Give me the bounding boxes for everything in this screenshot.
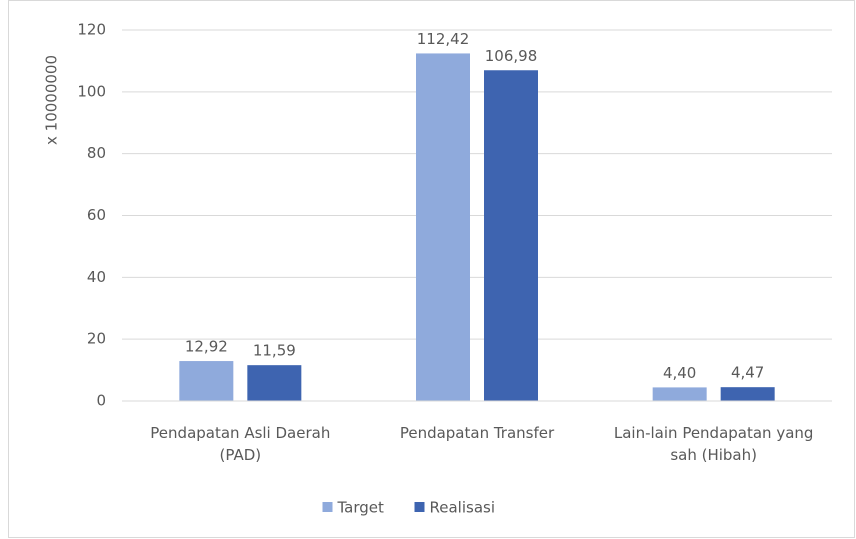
value-label: 4,40 [663, 364, 696, 382]
legend-swatch [414, 502, 425, 512]
y-tick-label: 60 [87, 206, 106, 224]
bar [416, 53, 470, 401]
bar [720, 387, 775, 401]
value-label: 112,42 [417, 30, 470, 48]
legend-label: Realisasi [430, 499, 496, 517]
y-axis-label: x 10000000 [43, 55, 61, 145]
y-tick-label: 40 [87, 268, 106, 286]
y-tick-label: 100 [77, 82, 106, 100]
value-label: 4,47 [731, 364, 764, 382]
value-label: 11,59 [253, 342, 296, 360]
chart-border [8, 0, 855, 538]
x-tick-label: Pendapatan Transfer [399, 424, 555, 442]
bar [484, 70, 538, 401]
bar [652, 387, 707, 401]
legend-label: Target [337, 499, 385, 517]
x-tick-label: Lain-lain Pendapatan yang sah (Hibah) [613, 424, 814, 464]
y-tick-label: 20 [87, 330, 106, 348]
value-label: 12,92 [185, 338, 228, 356]
x-tick-label: Pendapatan Asli Daerah (PAD) [150, 424, 331, 464]
y-tick-label: 120 [77, 21, 106, 39]
legend-swatch [322, 502, 333, 512]
y-tick-label: 0 [96, 392, 106, 410]
value-label: 106,98 [485, 47, 538, 65]
bar [179, 361, 234, 401]
y-tick-label: 80 [87, 144, 106, 162]
bar [247, 365, 302, 401]
